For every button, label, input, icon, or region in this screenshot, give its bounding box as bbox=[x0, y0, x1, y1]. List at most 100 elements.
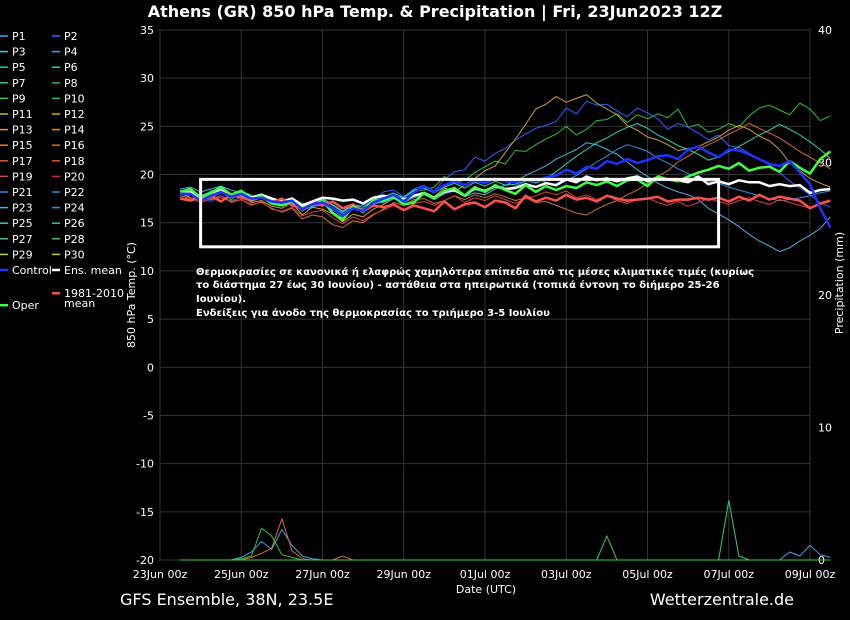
legend-item: P2 bbox=[52, 30, 78, 43]
legend-label: P27 bbox=[12, 233, 33, 246]
legend-item: P8 bbox=[52, 77, 78, 90]
legend-label: P4 bbox=[64, 46, 78, 59]
legend-item: P16 bbox=[52, 139, 85, 152]
legend-item: Ens. mean bbox=[52, 264, 122, 277]
series-line bbox=[180, 123, 831, 228]
y-tick-label: 30 bbox=[140, 72, 154, 85]
legend-item: P18 bbox=[52, 155, 85, 168]
series-line bbox=[179, 150, 832, 222]
legend-item: P22 bbox=[52, 186, 85, 199]
legend-item: P24 bbox=[52, 202, 85, 215]
legend-item: P4 bbox=[52, 46, 78, 59]
footer-source: Wetterzentrale.de bbox=[650, 590, 794, 609]
legend-label: P15 bbox=[12, 139, 33, 152]
x-axis-ticks: 23Jun 00z 25Jun 00z 27Jun 00z 29Jun 00z 01Ju… bbox=[133, 568, 836, 581]
y2-tick-label: 10 bbox=[818, 422, 832, 435]
legend-item: P14 bbox=[52, 124, 85, 137]
legend-label: P7 bbox=[12, 77, 26, 90]
legend-label: P20 bbox=[64, 170, 85, 183]
legend-label: P6 bbox=[64, 61, 78, 74]
y2-axis-label: Precipitation (mm) bbox=[833, 232, 846, 334]
x-axis-label: Date (UTC) bbox=[456, 583, 516, 596]
x-tick-label: 09Jul 00z bbox=[785, 568, 836, 581]
legend-label: Control bbox=[12, 264, 52, 277]
y-tick-label: -10 bbox=[136, 458, 154, 471]
legend-item: P17 bbox=[0, 155, 33, 168]
y-tick-label: 15 bbox=[140, 217, 154, 230]
series-line bbox=[180, 190, 831, 225]
legend-item: P30 bbox=[52, 248, 85, 261]
legend-item: P23 bbox=[0, 202, 33, 215]
legend-item: P20 bbox=[52, 170, 85, 183]
legend-item: Control bbox=[0, 264, 52, 277]
legend-label: P24 bbox=[64, 202, 85, 215]
legend-label: P19 bbox=[12, 170, 33, 183]
y-tick-label: -5 bbox=[143, 409, 154, 422]
legend-item: P13 bbox=[0, 124, 33, 137]
legend-label: Oper bbox=[12, 299, 39, 312]
legend-label: P14 bbox=[64, 124, 85, 137]
annotation-line-3: Ιουνίου). bbox=[196, 293, 246, 305]
x-tick-label: 01Jul 00z bbox=[460, 568, 511, 581]
legend-label: P23 bbox=[12, 202, 33, 215]
y2-tick-label: 20 bbox=[818, 289, 832, 302]
y2-tick-label: 30 bbox=[818, 157, 832, 170]
legend-item: P26 bbox=[52, 217, 85, 230]
legend-item: P7 bbox=[0, 77, 26, 90]
legend-label: P9 bbox=[12, 92, 26, 105]
legend-item: P27 bbox=[0, 233, 33, 246]
legend-item: P1 bbox=[0, 30, 26, 43]
legend-label-cont: mean bbox=[64, 297, 95, 310]
legend-label: P2 bbox=[64, 30, 78, 43]
y-tick-label: -15 bbox=[136, 506, 154, 519]
series-line bbox=[180, 100, 831, 213]
legend-label: P29 bbox=[12, 248, 33, 261]
legend-label: P18 bbox=[64, 155, 85, 168]
x-tick-label: 05Jul 00z bbox=[622, 568, 673, 581]
legend-label: P16 bbox=[64, 139, 85, 152]
y-axis-ticks: 35 30 25 20 15 10 5 0 -5 -10 -15 -20 bbox=[136, 24, 154, 567]
legend-label: P10 bbox=[64, 92, 85, 105]
x-tick-label: 27Jun 00z bbox=[295, 568, 350, 581]
legend-item: P19 bbox=[0, 170, 33, 183]
legend-label: P17 bbox=[12, 155, 33, 168]
legend-label: P21 bbox=[12, 186, 33, 199]
legend-item: P5 bbox=[0, 61, 26, 74]
y-tick-label: 0 bbox=[147, 361, 154, 374]
legend: P1 P2 P3 P4 P5 P6 P7 P8 P9 P10 P11 P12 P13 P14 P15 P16 P… bbox=[0, 30, 124, 312]
legend-label: P30 bbox=[64, 248, 85, 261]
legend-item: P28 bbox=[52, 233, 85, 246]
legend-item: P10 bbox=[52, 92, 85, 105]
x-tick-label: 07Jul 00z bbox=[703, 568, 754, 581]
legend-item: P29 bbox=[0, 248, 33, 261]
legend-item: P25 bbox=[0, 217, 33, 230]
legend-item: P12 bbox=[52, 108, 85, 121]
legend-label: P25 bbox=[12, 217, 33, 230]
legend-item: P3 bbox=[0, 46, 26, 59]
legend-item: P6 bbox=[52, 61, 78, 74]
precipitation-series bbox=[180, 500, 831, 561]
precip-line bbox=[180, 528, 831, 561]
annotation-line-2: το διάστημα 27 έως 30 Ιουνίου) - αστάθει… bbox=[196, 279, 720, 291]
chart-title: Athens (GR) 850 hPa Temp. & Precipitatio… bbox=[148, 2, 723, 22]
temperature-series bbox=[179, 94, 832, 253]
legend-label: 1981-2010 bbox=[64, 287, 124, 300]
legend-label: P3 bbox=[12, 46, 26, 59]
legend-label: P28 bbox=[64, 233, 85, 246]
annotation-box bbox=[199, 177, 721, 249]
y-tick-label: 20 bbox=[140, 169, 154, 182]
legend-item: Oper bbox=[0, 299, 39, 312]
legend-label: P12 bbox=[64, 108, 85, 121]
x-tick-label: 29Jun 00z bbox=[377, 568, 432, 581]
legend-label: P5 bbox=[12, 61, 26, 74]
annotation-line-4: Ενδείξεις για άνοδο της θερμοκρασίας το … bbox=[196, 307, 550, 319]
y-tick-label: 35 bbox=[140, 24, 154, 37]
x-tick-label: 23Jun 00z bbox=[133, 568, 188, 581]
legend-label: P22 bbox=[64, 186, 85, 199]
legend-item: P15 bbox=[0, 139, 33, 152]
legend-label: P13 bbox=[12, 124, 33, 137]
legend-label: P8 bbox=[64, 77, 78, 90]
precip-line bbox=[180, 534, 831, 561]
